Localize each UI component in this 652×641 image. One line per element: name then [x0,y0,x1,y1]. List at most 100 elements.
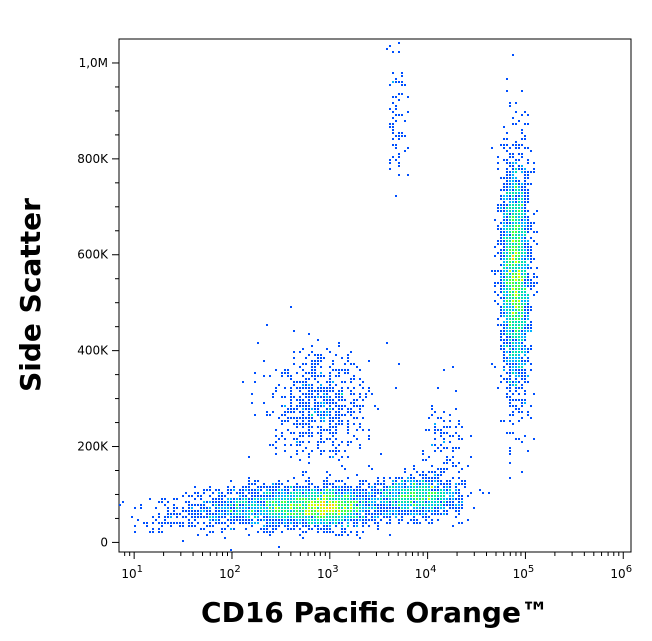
density-cell [326,528,328,530]
density-cell [272,492,274,494]
density-cell [278,522,280,524]
density-cell [341,489,343,491]
density-cell [512,204,514,206]
density-cell [503,360,505,362]
density-cell [395,510,397,512]
density-cell [293,519,295,521]
density-cell [290,390,292,392]
density-cell [314,405,316,407]
density-cell [509,333,511,335]
density-cell [449,483,451,485]
density-cell [305,531,307,533]
density-cell [275,453,277,455]
density-cell [317,387,319,389]
density-cell [182,495,184,497]
density-cell [257,342,259,344]
density-cell [263,486,265,488]
density-cell [350,498,352,500]
density-cell [224,516,226,518]
density-cell [287,420,289,422]
density-cell [347,372,349,374]
density-cell [518,336,520,338]
density-cell [458,510,460,512]
density-cell [206,501,208,503]
density-cell [521,195,523,197]
density-cell [506,177,508,179]
density-cell [524,309,526,311]
density-cell [446,492,448,494]
density-cell [431,465,433,467]
density-cell [386,516,388,518]
density-cell [371,495,373,497]
density-cell [515,228,517,230]
density-cell [182,510,184,512]
density-cell [407,96,409,98]
density-cell [413,477,415,479]
density-cell [530,369,532,371]
density-cell [398,42,400,44]
density-cell [293,516,295,518]
density-cell [392,498,394,500]
density-cell [383,492,385,494]
density-cell [506,330,508,332]
density-cell [308,453,310,455]
density-cell [335,519,337,521]
density-cell [122,501,124,503]
density-cell [200,495,202,497]
density-cell [368,495,370,497]
x-tick-label: 104 [415,564,437,581]
density-cell [167,522,169,524]
density-cell [332,432,334,434]
density-cell [518,273,520,275]
density-cell [503,252,505,254]
density-cell [419,474,421,476]
density-cell [509,210,511,212]
density-cell [410,477,412,479]
density-cell [356,399,358,401]
density-cell [326,471,328,473]
density-cell [521,171,523,173]
density-cell [305,393,307,395]
density-cell [401,516,403,518]
density-cell [518,408,520,410]
density-cell [500,276,502,278]
density-cell [341,522,343,524]
density-cell [443,504,445,506]
density-cell [509,477,511,479]
density-cell [362,510,364,512]
density-cell [371,507,373,509]
density-cell [401,84,403,86]
density-cell [518,270,520,272]
density-cell [398,522,400,524]
density-cell [425,486,427,488]
density-cell [248,498,250,500]
density-cell [242,513,244,515]
density-cell [431,492,433,494]
density-cell [278,501,280,503]
density-cell [377,504,379,506]
density-cell [278,513,280,515]
density-cell [248,522,250,524]
density-cell [410,483,412,485]
density-cell [446,432,448,434]
density-cell [518,297,520,299]
density-cell [260,510,262,512]
density-cell [272,525,274,527]
density-cell [407,501,409,503]
density-cell [518,363,520,365]
density-cell [515,324,517,326]
density-cell [434,423,436,425]
density-cell [323,516,325,518]
density-cell [434,477,436,479]
density-cell [335,516,337,518]
density-cell [530,228,532,230]
density-cell [152,528,154,530]
density-cell [518,303,520,305]
density-cell [299,510,301,512]
density-cell [299,516,301,518]
density-cell [509,402,511,404]
density-cell [395,495,397,497]
density-cell [332,450,334,452]
density-cell [317,426,319,428]
density-cell [362,489,364,491]
